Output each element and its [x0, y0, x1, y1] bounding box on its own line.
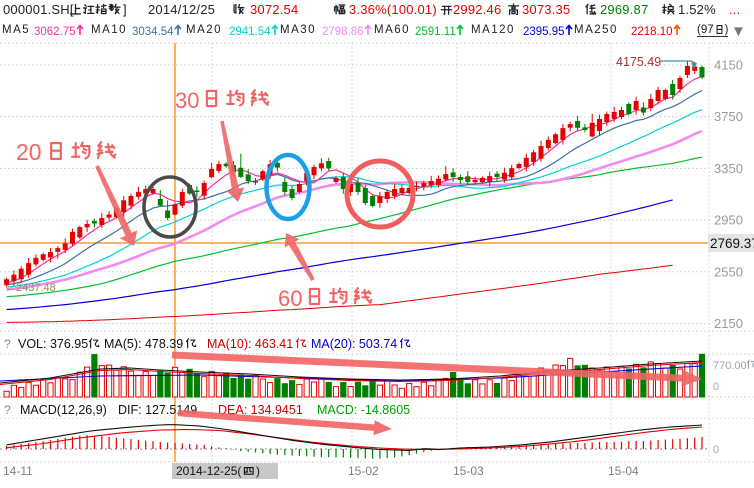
svg-text:2950: 2950	[714, 213, 743, 228]
svg-text:15-02: 15-02	[348, 464, 379, 478]
svg-text:3350: 3350	[714, 161, 743, 176]
svg-text:2769.37: 2769.37	[710, 236, 754, 251]
svg-text:←2437.48: ←2437.48	[5, 282, 56, 294]
svg-text:MACD: -14.8605: MACD: -14.8605	[317, 403, 410, 417]
svg-text:4150: 4150	[714, 58, 743, 73]
svg-text:14-11: 14-11	[3, 464, 33, 478]
svg-text:MA(20): 503.74: MA(20): 503.74	[311, 337, 397, 351]
svg-text:30: 30	[175, 88, 199, 113]
svg-text:?: ?	[4, 403, 11, 417]
svg-text:DIF: 127.5149: DIF: 127.5149	[118, 403, 197, 417]
svg-text:?: ?	[4, 337, 11, 351]
svg-text:MACD(12,26,9): MACD(12,26,9)	[20, 403, 107, 417]
svg-text:0: 0	[713, 444, 719, 456]
svg-text:): )	[256, 464, 260, 478]
svg-text:20: 20	[16, 139, 42, 165]
svg-text:2014-12-25(: 2014-12-25(	[176, 464, 241, 478]
svg-text:60: 60	[278, 286, 302, 311]
svg-text:15-03: 15-03	[453, 464, 484, 478]
svg-text:770.00: 770.00	[713, 360, 747, 372]
svg-text:DEA: 134.9451: DEA: 134.9451	[218, 403, 303, 417]
svg-text:MA(5): 478.39: MA(5): 478.39	[104, 337, 183, 351]
svg-text:0: 0	[713, 381, 719, 393]
svg-text:2550: 2550	[714, 264, 743, 279]
svg-text:2150: 2150	[714, 316, 743, 331]
svg-text:MA(10): 463.41: MA(10): 463.41	[207, 337, 293, 351]
svg-text:15-04: 15-04	[608, 464, 639, 478]
svg-text:4175.49: 4175.49	[616, 55, 661, 69]
svg-text:3750: 3750	[714, 109, 743, 124]
svg-text:VOL: 376.95: VOL: 376.95	[18, 337, 88, 351]
